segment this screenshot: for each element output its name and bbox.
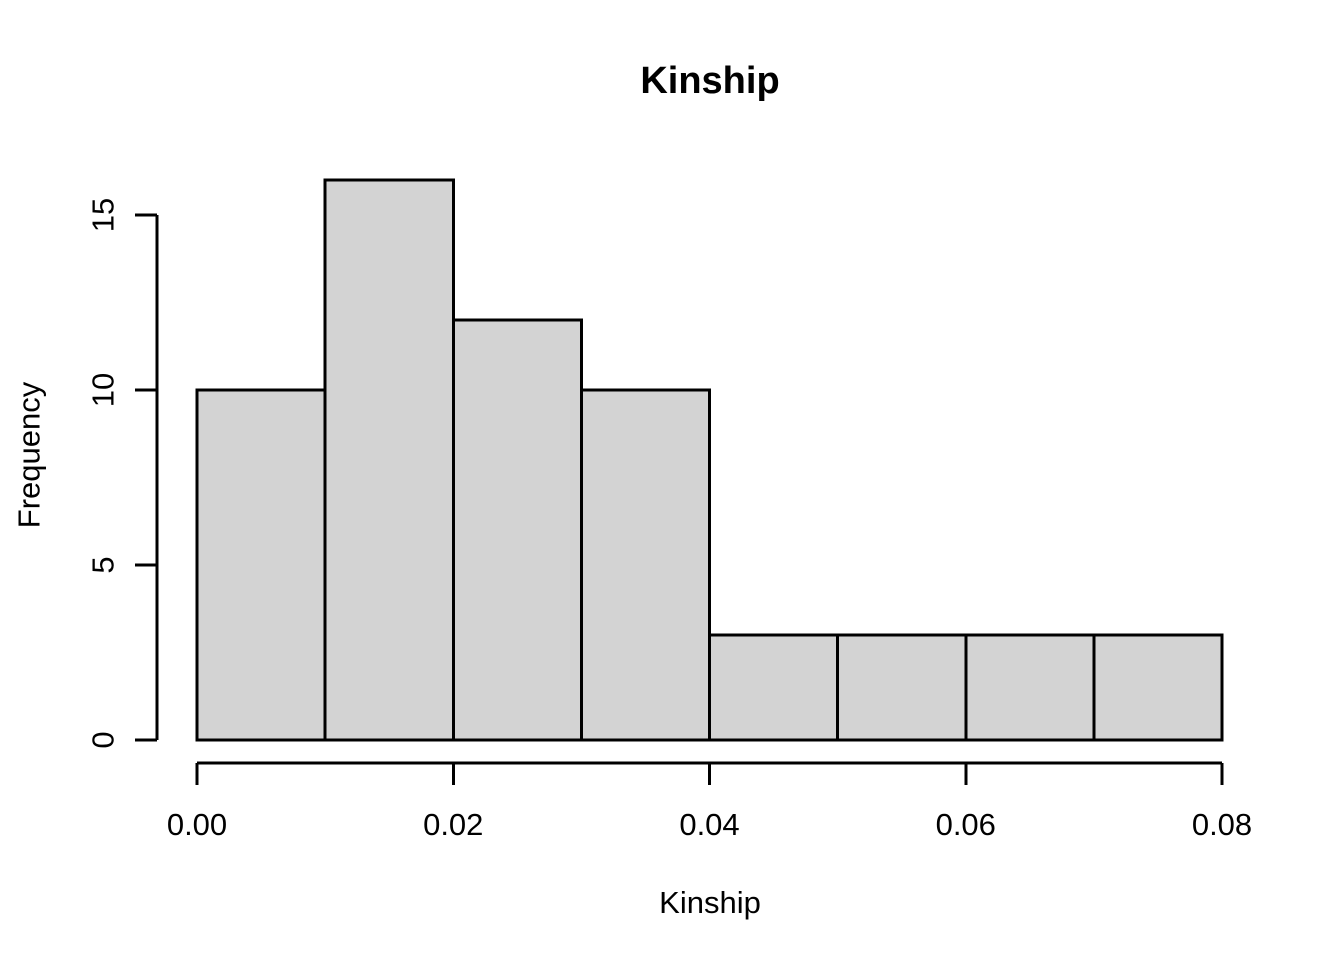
- y-axis-label: Frequency: [12, 381, 47, 528]
- x-tick-label: 0.00: [167, 807, 227, 842]
- x-tick-label: 0.06: [936, 807, 996, 842]
- x-tick-label: 0.08: [1192, 807, 1252, 842]
- x-tick-label: 0.04: [679, 807, 739, 842]
- histogram-bar: [323, 178, 455, 742]
- y-tick-label: 10: [86, 373, 121, 407]
- x-tick-label: 0.02: [423, 807, 483, 842]
- histogram-bar: [579, 388, 711, 742]
- histogram-bar: [708, 633, 840, 742]
- axes-layer: 0 5 10 15 0.00 0.02 0.04 0.06 0.08: [86, 198, 1253, 842]
- y-tick-label: 15: [86, 198, 121, 232]
- histogram-bar: [451, 318, 583, 742]
- chart-title: Kinship: [640, 60, 779, 102]
- histogram-bar: [964, 633, 1096, 742]
- y-tick-label: 5: [86, 556, 121, 573]
- histogram-bar: [195, 388, 327, 742]
- bars-layer: [195, 178, 1224, 742]
- histogram-bar: [1092, 633, 1224, 742]
- x-axis-label: Kinship: [659, 885, 761, 920]
- y-tick-label: 0: [86, 731, 121, 748]
- histogram-bar: [836, 633, 968, 742]
